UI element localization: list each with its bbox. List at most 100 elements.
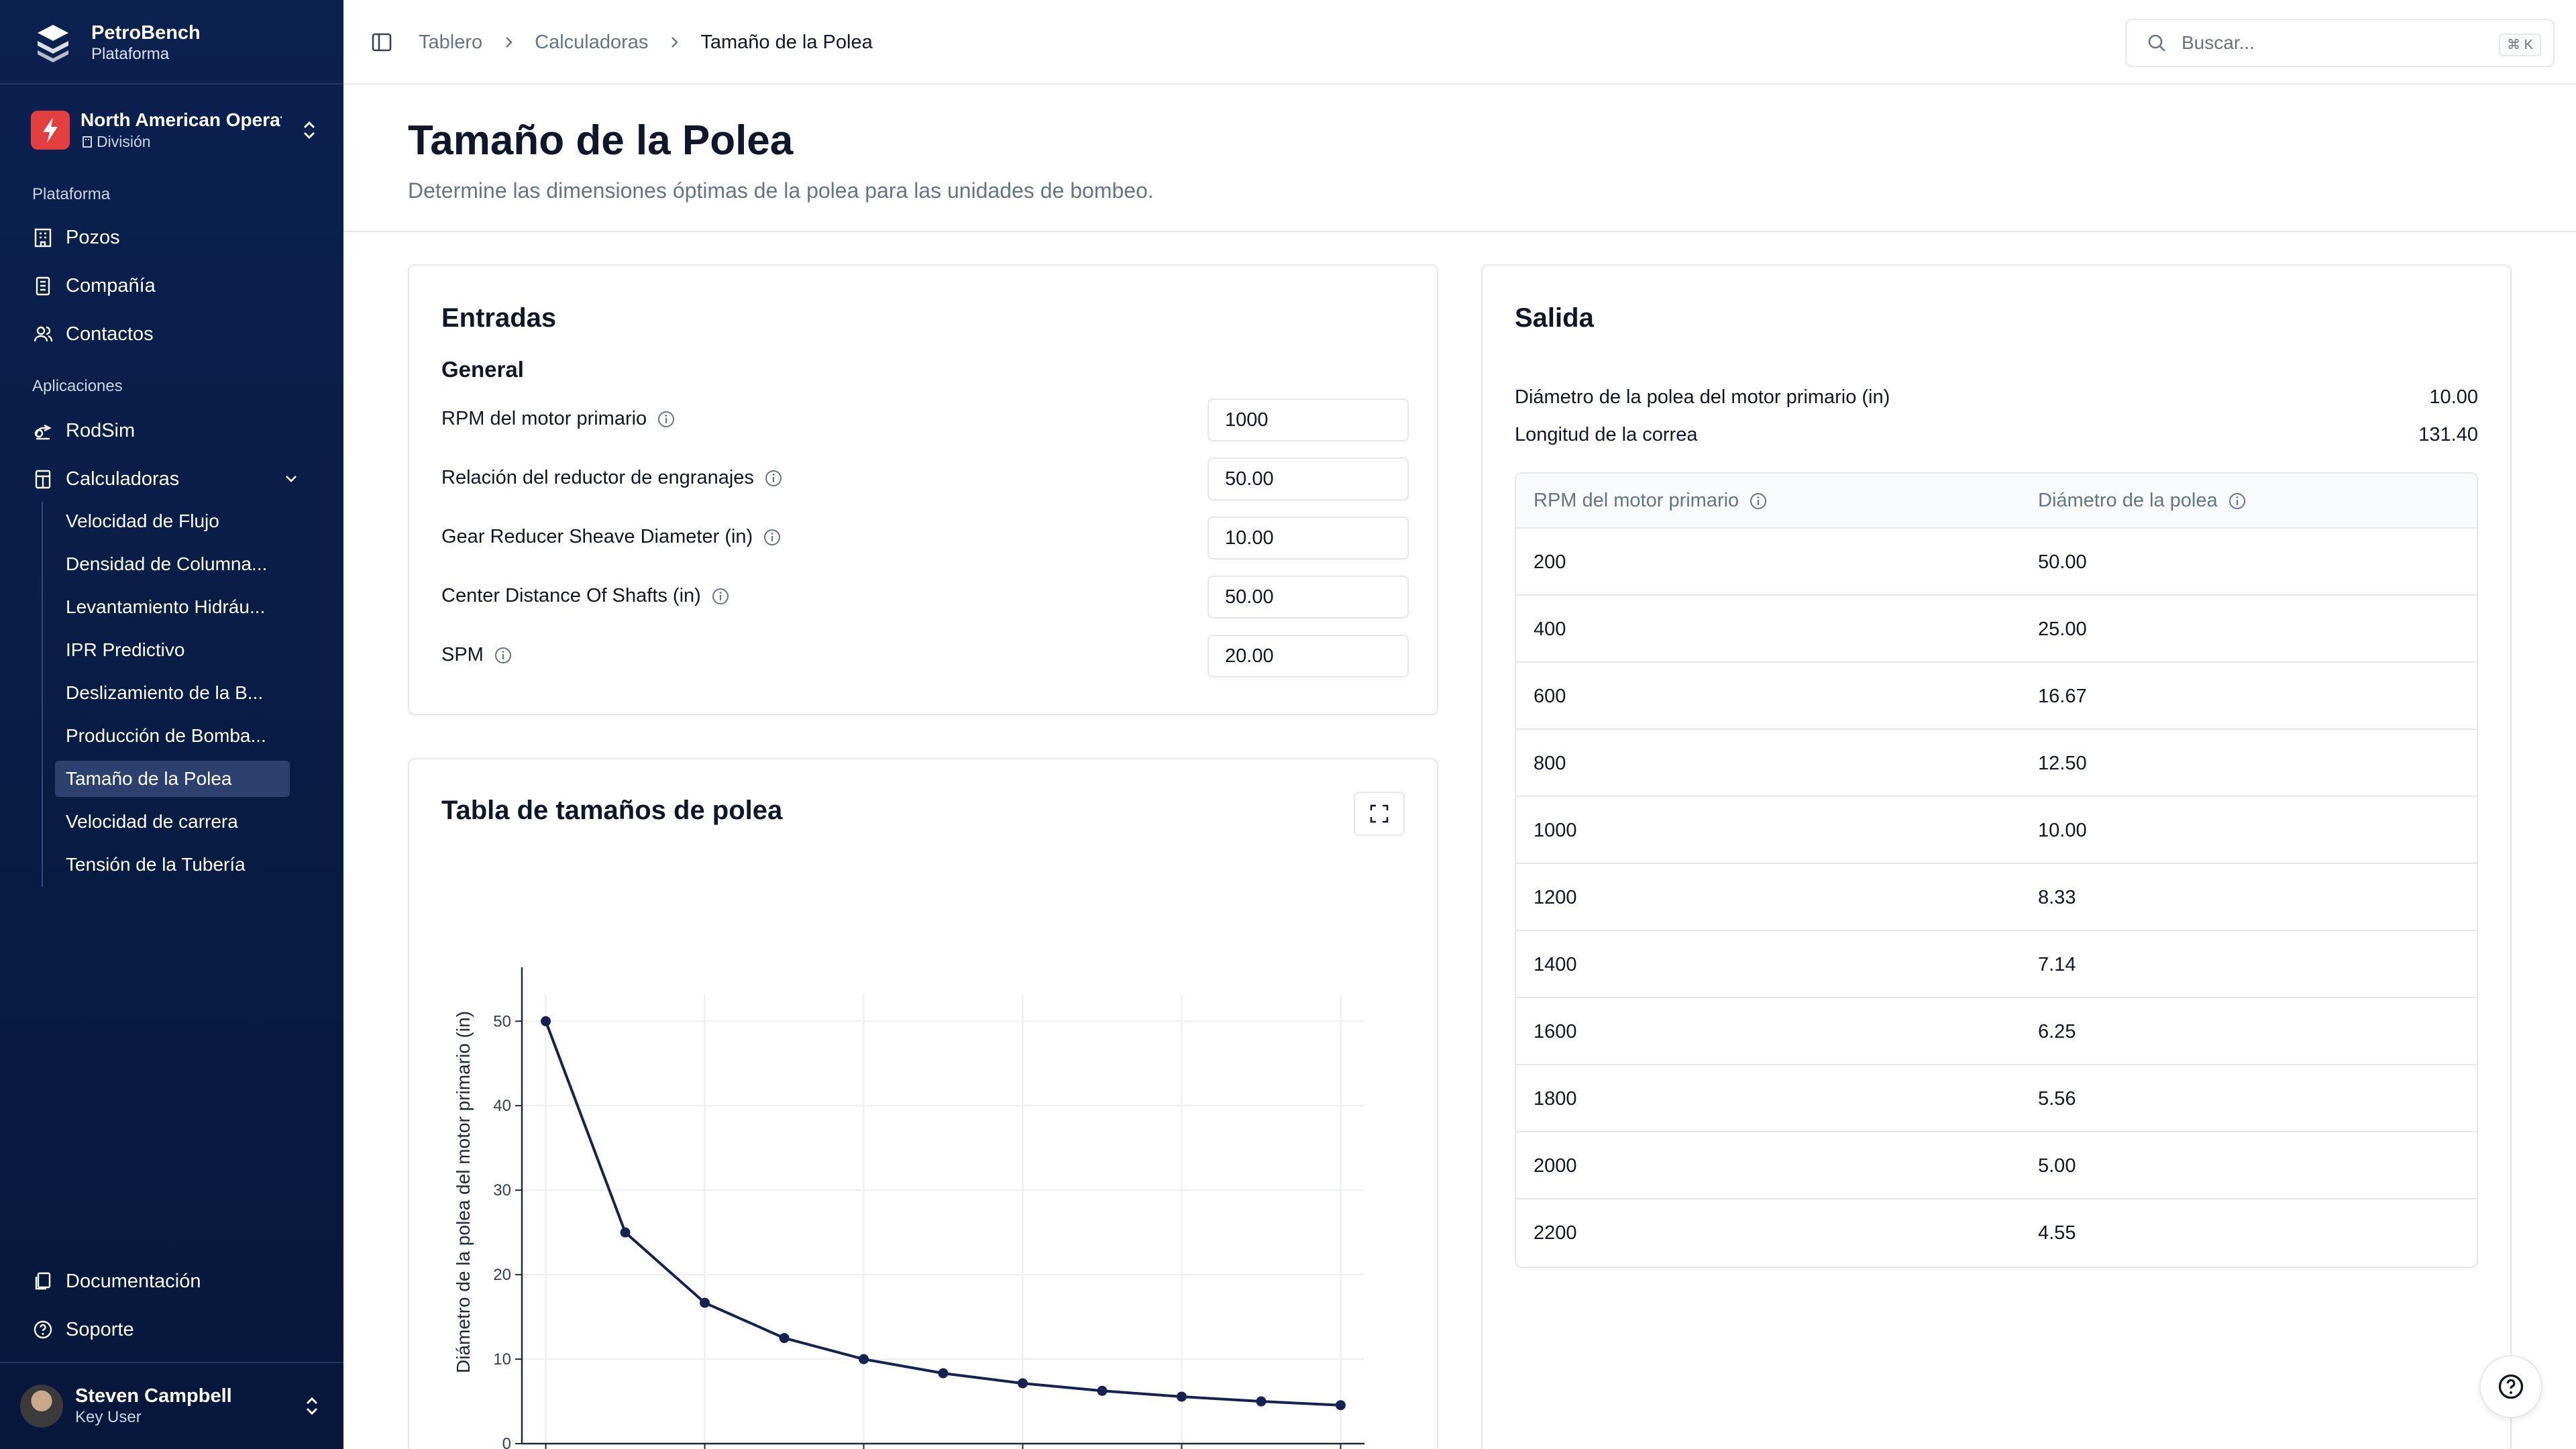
chevron-right-icon [506, 37, 513, 48]
table-row: 400 25.00 [1516, 596, 2477, 663]
table-row: 600 16.67 [1516, 663, 2477, 730]
search-input[interactable] [2182, 32, 2477, 54]
brand[interactable]: PetroBench Plataforma [31, 19, 326, 67]
sidebar-item-calculadoras[interactable]: Calculadoras [32, 460, 314, 498]
calculator-item[interactable]: Producción de Bomba... [66, 725, 266, 746]
table-cell: 600 [1534, 686, 1566, 707]
org-type-label: División [97, 133, 151, 150]
y-tick-label: 0 [502, 1435, 511, 1449]
spm-input[interactable] [1208, 635, 1409, 678]
chart-card: Tabla de tamaños de polea 01020304050200… [408, 758, 1438, 1449]
search-shortcut: ⌘ K [2499, 34, 2541, 56]
submenu-line [42, 502, 43, 887]
sidebar-item-label: Contactos [66, 323, 154, 345]
sidebar-item-label: Calculadoras [66, 468, 180, 490]
info-icon[interactable] [710, 586, 731, 606]
office-icon [36, 276, 50, 296]
sidebar-item-contactos[interactable]: Contactos [32, 315, 314, 353]
table-cell: 1000 [1534, 820, 1577, 841]
table-row: 800 12.50 [1516, 730, 2477, 797]
output-value: 131.40 [2418, 424, 2478, 445]
table-cell: 8.33 [2038, 887, 2076, 908]
field-label-wrap: RPM del motor primario [441, 408, 676, 430]
expand-button[interactable] [1354, 792, 1405, 836]
gear-ratio-input[interactable] [1208, 458, 1409, 500]
table-cell: 16.67 [2038, 686, 2087, 707]
info-icon[interactable] [762, 527, 782, 547]
org-logo-icon [31, 111, 70, 150]
calculator-item[interactable]: Deslizamiento de la B... [66, 682, 264, 703]
table-row: 1200 8.33 [1516, 864, 2477, 931]
prime-mover-rpm-input[interactable] [1208, 398, 1409, 441]
sidebar-item-label: Documentación [66, 1270, 201, 1292]
calculator-item-active[interactable]: Tamaño de la Polea [55, 761, 290, 797]
info-icon[interactable] [493, 645, 513, 665]
org-type: División [80, 131, 282, 152]
page-title: Tamaño de la Polea [408, 117, 794, 164]
building-small-icon [83, 136, 92, 148]
user-name: Steven Campbell [75, 1385, 232, 1407]
table-body: 200 50.00 400 25.00 600 16.67 800 12.50 1000… [1516, 529, 2477, 1267]
data-point [1097, 1385, 1108, 1396]
results-table: RPM del motor primario Diámetro de la po… [1515, 472, 2478, 1268]
table-cell: 4.55 [2038, 1222, 2076, 1244]
table-cell: 200 [1534, 551, 1566, 573]
top-bar: Tablero Calculadoras Tamaño de la Polea … [343, 0, 2576, 85]
sheave-diameter-input[interactable] [1208, 517, 1409, 559]
data-point [779, 1333, 790, 1344]
table-cell: 1600 [1534, 1021, 1577, 1042]
help-button[interactable] [2479, 1355, 2542, 1418]
column-header-rpm: RPM del motor primario [1534, 490, 1768, 512]
org-switcher[interactable]: North American Operations División [31, 106, 319, 154]
output-row-diameter: Diámetro de la polea del motor primario … [1515, 386, 2478, 420]
users-icon [34, 326, 53, 342]
expand-icon [1370, 804, 1389, 823]
sidebar-item-label: Pozos [66, 226, 120, 248]
calculator-item[interactable]: Levantamiento Hidráu... [66, 596, 266, 617]
sidebar-item-pozos[interactable]: Pozos [32, 219, 314, 256]
info-icon[interactable] [763, 468, 784, 488]
calculator-item[interactable]: Tensión de la Tubería [66, 854, 246, 875]
output-value: 10.00 [2429, 386, 2478, 408]
user-menu[interactable]: Steven Campbell Key User [20, 1381, 322, 1432]
breadcrumb-calculadoras[interactable]: Calculadoras [535, 31, 649, 53]
inputs-card: Entradas General RPM del motor primario … [408, 264, 1438, 715]
field-label-wrap: SPM [441, 644, 513, 666]
calculator-icon [35, 470, 51, 489]
calculator-item[interactable]: Velocidad de Flujo [66, 511, 219, 531]
data-point [541, 1016, 551, 1026]
table-cell: 6.25 [2038, 1021, 2076, 1042]
field-prime-mover-rpm: RPM del motor primario [441, 398, 1409, 441]
page-header: Tamaño de la Polea Determine las dimensi… [343, 85, 2576, 232]
data-point [1335, 1400, 1346, 1411]
table-row: 1800 5.56 [1516, 1065, 2477, 1132]
calculator-item[interactable]: Velocidad de carrera [66, 811, 238, 832]
sidebar-item-label: Soporte [66, 1318, 134, 1340]
breadcrumb-tablero[interactable]: Tablero [419, 31, 483, 53]
data-point [1017, 1378, 1028, 1389]
output-card: Salida Diámetro de la polea del motor pr… [1481, 264, 2512, 1449]
info-icon[interactable] [656, 409, 676, 429]
data-point [859, 1354, 869, 1364]
calculator-item[interactable]: IPR Predictivo [66, 639, 185, 660]
table-cell: 5.00 [2038, 1155, 2076, 1177]
data-point [1176, 1391, 1187, 1402]
info-icon[interactable] [2227, 491, 2247, 511]
sidebar-item-compania[interactable]: Compañía [32, 267, 314, 305]
search-box[interactable]: ⌘ K [2125, 19, 2555, 67]
column-header-label: Diámetro de la polea [2038, 490, 2218, 511]
sidebar-item-documentacion[interactable]: Documentación [32, 1263, 314, 1300]
sidebar-item-soporte[interactable]: Soporte [32, 1311, 314, 1348]
column-header-diameter: Diámetro de la polea [2038, 490, 2247, 512]
column-header-label: RPM del motor primario [1534, 490, 1739, 511]
sidebar-item-rodsim[interactable]: RodSim [32, 412, 314, 449]
table-cell: 800 [1534, 753, 1566, 774]
field-gear-ratio: Relación del reductor de engranajes [441, 458, 1409, 500]
chevron-down-icon [286, 476, 297, 482]
info-icon[interactable] [1748, 491, 1768, 511]
sidebar-toggle-icon[interactable] [370, 31, 393, 54]
center-distance-input[interactable] [1208, 576, 1409, 619]
calculator-item[interactable]: Densidad de Columna... [66, 553, 268, 574]
table-row: 1400 7.14 [1516, 931, 2477, 998]
output-label: Longitud de la correa [1515, 424, 1698, 445]
